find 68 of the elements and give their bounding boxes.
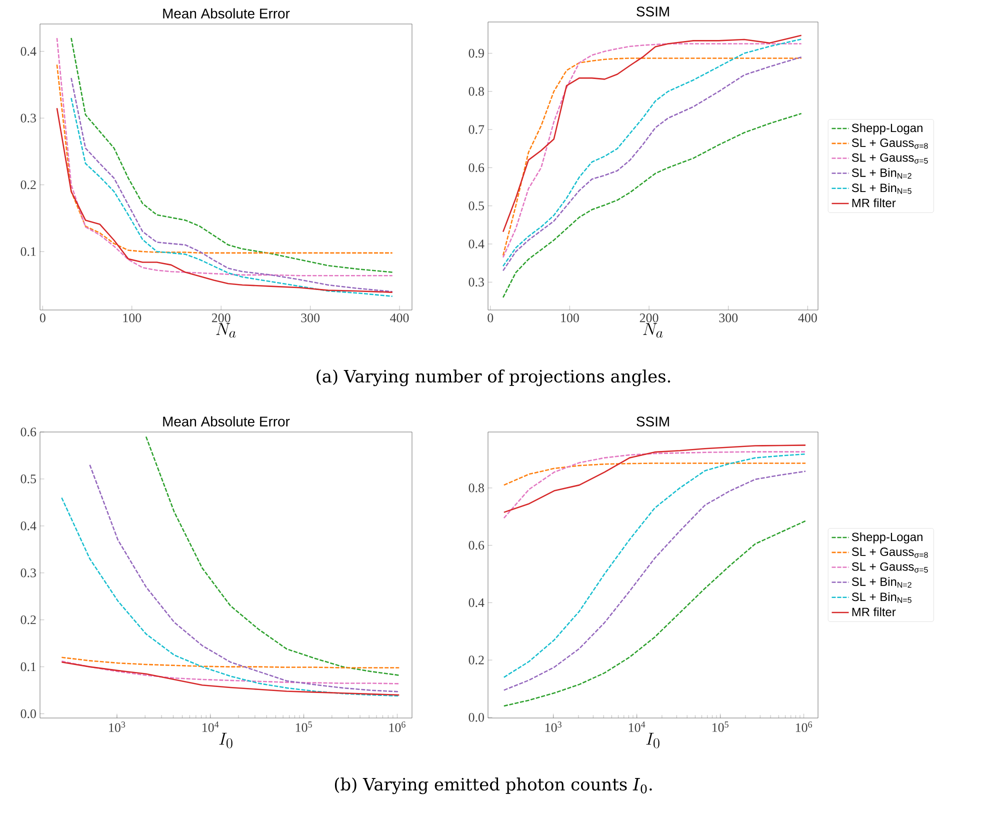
y-tick-label: 0.3	[20, 568, 36, 578]
legend-label: Shepp-Logan	[852, 532, 922, 544]
y-tick-label: 0.2	[468, 656, 484, 664]
legend-label: Shepp-Logan	[852, 123, 922, 135]
y-tick-label: 0.4	[468, 240, 484, 248]
x-axis-title: $N_a$	[216, 323, 236, 338]
y-tick-label: 0.1	[20, 247, 36, 256]
y-tick-label: 0.4	[468, 598, 484, 608]
y-tick-label: 0.5	[20, 474, 36, 484]
x-axis-title: $I_0$	[219, 732, 232, 748]
y-tick-label: 0.8	[468, 87, 484, 96]
x-tick-label: 10$^{4}$	[202, 722, 219, 732]
legend-label: SL + Bin$_{N=5}$	[852, 183, 912, 194]
legend-label: SL + Bin$_{N=5}$	[852, 592, 912, 603]
line-series	[502, 34, 802, 232]
x-tick-label: 10$^{3}$	[545, 722, 562, 732]
x-tick-label: 10$^{5}$	[712, 722, 728, 732]
text: (a) Varying number of projections angles.	[316, 370, 670, 386]
y-tick-label: 0.4	[20, 46, 36, 56]
legend-label: SL + Gauss$_{σ=8}$	[852, 138, 928, 149]
legend-label: SL + Gauss$_{σ=8}$	[852, 548, 928, 558]
x-tick-label: 10$^{5}$	[296, 722, 312, 732]
legend-label: SL + Bin$_{N=2}$	[852, 168, 912, 179]
x-axis-title: $I_0$	[646, 732, 660, 748]
chart-title: SSIM	[636, 416, 669, 426]
x-tick-label: 100	[561, 314, 579, 322]
y-tick-label: 0.2	[20, 615, 36, 624]
y-tick-label: 0.7	[468, 125, 484, 134]
y-tick-label: 0.2	[20, 180, 36, 190]
y-tick-label: 0.9	[468, 48, 484, 58]
x-tick-label: 200	[640, 314, 658, 322]
y-tick-label: 0.6	[20, 428, 36, 436]
x-tick-label: 0	[40, 314, 46, 322]
x-tick-label: 10$^{3}$	[109, 722, 126, 732]
chart-title: Mean Absolute Error	[163, 416, 290, 426]
legend-label: MR filter	[852, 198, 896, 208]
legend-label: SL + Bin$_{N=2}$	[852, 577, 912, 588]
y-tick-label: 0.6	[468, 163, 484, 172]
y-tick-label: 0.6	[468, 540, 484, 550]
line-series	[503, 520, 806, 707]
x-tick-label: 100	[123, 314, 142, 322]
x-tick-label: 400	[390, 314, 409, 322]
chart-title: SSIM	[636, 6, 669, 16]
x-tick-label: 300	[719, 314, 738, 322]
x-tick-label: 0	[488, 314, 494, 322]
legend-label: SL + Gauss$_{σ=5}$	[852, 153, 928, 164]
y-tick-label: 0.1	[20, 662, 36, 672]
x-tick-label: 10$^{6}$	[796, 722, 812, 732]
x-tick-label: 200	[212, 314, 230, 322]
y-tick-label: 0.4	[20, 522, 36, 530]
x-tick-label: 300	[301, 314, 320, 322]
line-series	[89, 464, 400, 692]
legend-label: MR filter	[852, 607, 896, 616]
y-tick-label: 0.3	[468, 278, 484, 287]
y-tick-label: 0.0	[20, 709, 36, 718]
y-tick-label: 0.0	[468, 713, 484, 722]
legend-label: SL + Gauss$_{σ=5}$	[852, 562, 928, 573]
y-tick-label: 0.8	[468, 484, 484, 492]
x-tick-label: 10$^{4}$	[628, 722, 646, 732]
y-tick-label: 0.5	[468, 201, 484, 210]
y-tick-label: 0.3	[20, 114, 36, 123]
line-series	[145, 436, 400, 676]
x-tick-label: 10$^{6}$	[389, 722, 406, 732]
line-series	[61, 497, 400, 697]
chart-title: Mean Absolute Error	[163, 8, 290, 18]
x-tick-label: 400	[798, 314, 817, 322]
x-axis-title: $N_a$	[643, 323, 663, 338]
text: (b) Varying emitted photon counts I$_{0}$.	[334, 778, 652, 794]
